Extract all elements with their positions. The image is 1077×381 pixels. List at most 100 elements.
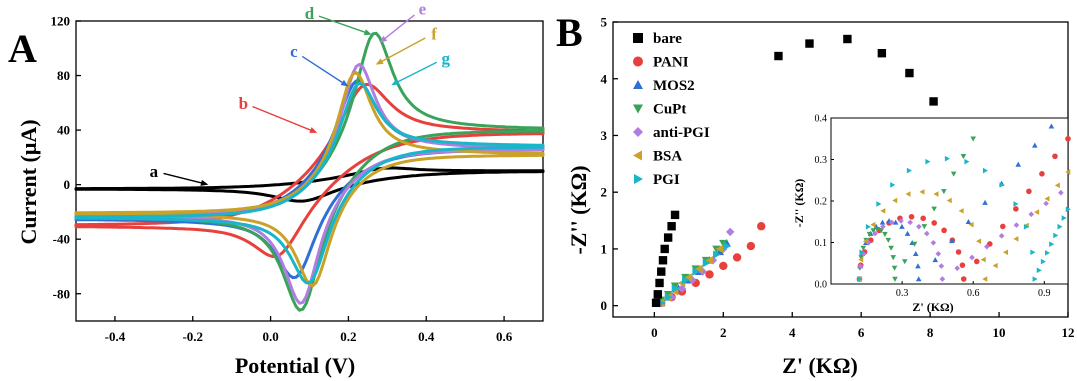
curve-annotation-arrow-e (385, 15, 415, 39)
data-point-bare (652, 299, 660, 307)
panel-b-y-tick-label: 3 (601, 128, 608, 143)
curve-annotation-arrow-b (253, 107, 311, 131)
legend-marker-anti-PGI (633, 127, 643, 137)
curve-label-f: f (431, 24, 437, 43)
inset-y-tick-label: 0.2 (815, 197, 828, 208)
panel-b-y-tick-label: 4 (601, 71, 608, 86)
data-point-bare (671, 211, 679, 219)
panel-b-x-tick-label: 10 (993, 325, 1006, 340)
panel-a-y-tick-label: 40 (57, 123, 70, 138)
panel-b-x-tick-label: 6 (858, 325, 865, 340)
legend-marker-BSA (633, 151, 642, 161)
panel-a-x-tick-label: -0.4 (105, 329, 126, 344)
inset-point-PANI (974, 259, 980, 265)
curve-annotation-arrow-d (319, 16, 365, 32)
curve-annotation-arrow-a (164, 173, 202, 183)
panel-a-label: A (8, 26, 37, 71)
legend-marker-MOS2 (633, 80, 643, 89)
inset-xlabel: Z' (KΩ) (912, 300, 953, 314)
inset-x-tick-label: 0.6 (967, 288, 980, 299)
data-point-bare (655, 279, 663, 287)
inset-point-PANI (909, 214, 915, 220)
panel-b-x-tick-label: 2 (720, 325, 727, 340)
inset-x-tick-label: 0.9 (1038, 288, 1051, 299)
panel-a-y-tick-label: -80 (53, 286, 70, 301)
data-point-bare (905, 69, 913, 77)
panel-b-x-tick-label: 8 (927, 325, 934, 340)
inset-point-PANI (1000, 224, 1006, 230)
panel-b-y-tick-label: 5 (601, 15, 608, 30)
panel-a-y-tick-label: 80 (57, 68, 70, 83)
legend-label-PGI: PGI (653, 172, 680, 188)
inset-point-PANI (1013, 206, 1019, 212)
curve-annotation-arrow-g (397, 62, 436, 82)
inset-point-PANI (931, 220, 937, 226)
inset-y-tick-label: 0.1 (815, 238, 828, 249)
inset-point-PANI (960, 262, 966, 268)
legend-label-MOS2: MOS2 (653, 78, 695, 94)
inset-y-tick-label: 0.0 (815, 280, 828, 291)
inset-point-PANI (1052, 153, 1058, 159)
inset-point-PANI (1026, 189, 1032, 195)
curve-label-g: g (441, 49, 450, 68)
curve-label-b: b (239, 94, 248, 113)
data-point-bare (667, 222, 675, 230)
inset-ylabel: -Z'' (KΩ) (792, 179, 806, 228)
inset-point-PANI (956, 249, 962, 255)
data-point-bare (661, 245, 669, 253)
panel-b-x-tick-label: 12 (1062, 325, 1075, 340)
data-point-bare (878, 49, 886, 57)
data-point-bare (805, 39, 813, 47)
panel-a-y-tick-label: -40 (53, 232, 70, 247)
panel-b-ylabel: -Z'' (KΩ) (566, 165, 591, 254)
legend-label-bare: bare (653, 31, 682, 47)
legend-label-anti-PGI: anti-PGI (653, 125, 710, 141)
data-point-PANI (733, 253, 741, 261)
panel-b-xlabel: Z' (KΩ) (782, 353, 858, 378)
inset-y-tick-label: 0.4 (815, 114, 828, 125)
curve-label-c: c (290, 42, 298, 61)
panel-b-y-tick-label: 2 (601, 185, 608, 200)
panel-a-xlabel: Potential (V) (235, 353, 355, 378)
panel-a-x-tick-label: 0.4 (418, 329, 435, 344)
inset-point-PANI (1039, 171, 1045, 177)
panel-b-y-tick-label: 0 (601, 298, 608, 313)
data-point-anti-PGI (726, 228, 734, 236)
panel-b-y-tick-label: 1 (601, 241, 608, 256)
curve-annotation-arrowhead-d (364, 29, 372, 35)
curve-annotation-arrow-f (382, 38, 425, 61)
data-point-PANI (747, 242, 755, 250)
panel-a-x-tick-label: 0.0 (262, 329, 278, 344)
panel-b-x-tick-label: 0 (651, 325, 658, 340)
legend-marker-PANI (633, 57, 643, 67)
legend-label-CuPt: CuPt (653, 102, 686, 118)
panel-a-y-tick-label: 0 (64, 177, 71, 192)
data-point-bare (929, 97, 937, 105)
inset-point-PANI (941, 228, 947, 234)
inset-point-PANI (920, 216, 926, 222)
inset-point-PANI (961, 276, 967, 282)
panel-a-ylabel: Current (μA) (16, 119, 41, 244)
data-point-bare (774, 52, 782, 60)
panel-b-x-tick-label: 4 (789, 325, 796, 340)
curve-label-d: d (305, 4, 315, 23)
curve-label-a: a (150, 162, 159, 181)
panel-a-x-tick-label: -0.2 (182, 329, 203, 344)
data-point-bare (659, 256, 667, 264)
data-point-bare (654, 290, 662, 298)
eis-inset-chart: -Z'' (KΩ) Z' (KΩ) 0.3 0.6 0.90.00.10.20.30… (792, 114, 1071, 315)
legend-marker-bare (633, 33, 643, 43)
panel-b-label: B (556, 10, 583, 55)
data-point-bare (843, 35, 851, 43)
cv-chart-panel-a: Current (μA) Potential (V) -0.4 -0.2 0.0 0.… (16, 0, 543, 378)
legend-label-PANI: PANI (653, 55, 689, 71)
panel-a-x-tick-label: 0.6 (496, 329, 513, 344)
data-point-bare (664, 233, 672, 241)
legend-marker-PGI (634, 174, 643, 184)
data-point-PANI (757, 222, 765, 230)
inset-x-tick-label: 0.3 (896, 288, 909, 299)
panel-a-y-tick-label: 120 (51, 14, 71, 29)
curve-label-e: e (419, 0, 427, 19)
data-point-bare (657, 267, 665, 275)
